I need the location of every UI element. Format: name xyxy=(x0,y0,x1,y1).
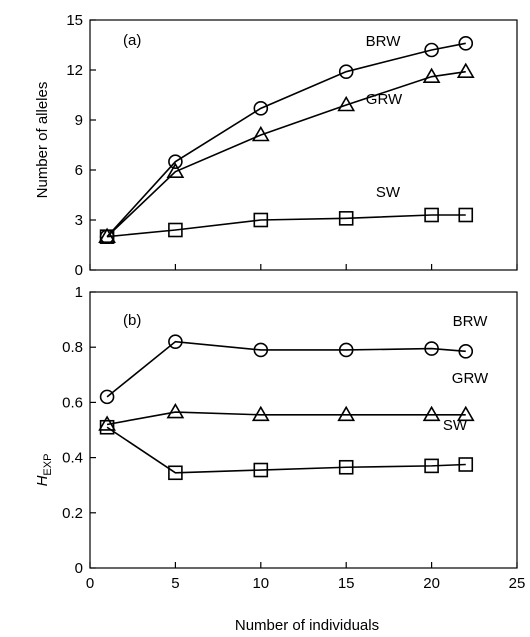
panel-a-line-grw xyxy=(106,70,466,238)
panel-b-point-brw xyxy=(253,342,269,358)
panel-a-point-sw xyxy=(253,212,269,228)
panel-b-label: (b) xyxy=(123,312,141,329)
panel-b-x-tick-label: 5 xyxy=(171,575,179,592)
panel-a-y-tick-label: 0 xyxy=(75,262,83,279)
panel-a-y-tick-label: 12 xyxy=(66,62,83,79)
panel-a-line-brw xyxy=(106,42,466,238)
panel-a-series-label-sw: SW xyxy=(376,184,401,201)
panel-b-x-tick-label: 0 xyxy=(86,575,94,592)
panel-b-point-grw xyxy=(98,415,116,431)
panel-b-series-label-sw: SW xyxy=(443,417,468,434)
panel-b-point-grw xyxy=(456,405,475,422)
panel-b-plot-frame xyxy=(89,291,518,569)
panel-a-y-tick-label: 9 xyxy=(75,112,83,129)
panel-a-point-grw xyxy=(337,95,356,112)
panel-b-point-brw xyxy=(458,344,474,359)
panel-a-y-tick-label: 15 xyxy=(66,12,83,29)
panel-a-line-sw xyxy=(107,214,466,238)
panel-b-point-sw xyxy=(458,457,474,472)
panel-b-series-label-brw: BRW xyxy=(453,313,489,330)
panel-a-point-grw xyxy=(422,67,441,83)
panel-b-y-tick-label: 0.2 xyxy=(62,505,83,522)
panel-a: (a) Number of alleles 0 3 6 9 12 15 BRW GRW SW xyxy=(34,12,518,279)
panel-a-point-sw xyxy=(458,207,474,223)
panel-b-x-tick-label: 15 xyxy=(338,575,355,592)
panel-a-y-axis-title: Number of alleles xyxy=(34,82,51,199)
panel-b-point-brw xyxy=(168,334,183,349)
panel-a-point-grw xyxy=(166,162,185,178)
panel-b-y-tick-label: 0.4 xyxy=(62,450,83,467)
panel-b-y-tick-label: 1 xyxy=(75,284,83,301)
panel-b-series-sw xyxy=(99,419,474,481)
panel-a-series-brw xyxy=(99,36,474,244)
panel-b-series-grw xyxy=(98,402,475,431)
panel-a-y-tick-label: 3 xyxy=(75,212,83,229)
panel-a-point-brw xyxy=(458,36,474,51)
panel-b-point-brw xyxy=(99,389,115,405)
panel-b-x-axis-title: Number of individuals xyxy=(235,617,379,634)
panel-b-point-grw xyxy=(422,405,441,422)
panel-a-y-tick-label: 6 xyxy=(75,162,83,179)
panel-b-point-grw xyxy=(251,405,270,422)
panel-b-point-brw xyxy=(338,342,354,358)
panel-b-point-sw xyxy=(99,419,115,435)
panel-a-series-sw xyxy=(99,207,474,244)
panel-b-y-tick-label: 0.6 xyxy=(62,394,83,411)
panel-a-point-grw xyxy=(251,125,270,142)
panel-b: (b) HEXP Number of individuals 0 0.2 0.4 0.… xyxy=(34,284,525,634)
panel-a-point-sw xyxy=(168,222,183,238)
panel-b-series-label-grw: GRW xyxy=(452,370,489,387)
panel-a-point-brw xyxy=(168,154,183,169)
panel-a-plot-frame xyxy=(89,19,518,271)
panel-a-point-sw xyxy=(99,229,115,244)
panel-a-point-sw xyxy=(424,207,439,223)
panel-b-line-grw xyxy=(106,411,466,426)
panel-b-y-axis-symbol: H xyxy=(34,475,51,486)
panel-b-y-axis-title: HEXP xyxy=(34,454,54,487)
panel-b-point-sw xyxy=(168,465,183,481)
panel-a-point-grw xyxy=(456,62,475,78)
panel-a-point-brw xyxy=(424,42,439,58)
panel-a-point-sw xyxy=(338,211,354,226)
panel-b-point-sw xyxy=(253,462,269,478)
panel-a-series-label-brw: BRW xyxy=(366,33,402,50)
panel-b-point-sw xyxy=(338,459,354,475)
panel-b-point-brw xyxy=(424,341,439,356)
panel-b-y-tick-label: 0 xyxy=(75,560,83,577)
panel-b-x-tick-label: 20 xyxy=(423,575,440,592)
panel-a-label: (a) xyxy=(123,32,141,49)
panel-b-y-axis-subscript: EXP xyxy=(42,454,54,476)
panel-b-series-brw xyxy=(99,334,474,405)
panel-b-line-sw xyxy=(106,426,466,474)
panel-b-x-tick-label: 10 xyxy=(252,575,269,592)
panel-a-point-brw xyxy=(338,64,354,79)
panel-b-point-sw xyxy=(424,458,439,474)
panel-a-series-label-grw: GRW xyxy=(366,91,403,108)
panel-b-line-brw xyxy=(106,340,466,398)
panel-b-x-tick-label: 25 xyxy=(509,575,526,592)
panel-b-point-grw xyxy=(337,405,356,422)
panel-b-y-tick-label: 0.8 xyxy=(62,339,83,356)
panel-a-point-brw xyxy=(253,101,269,116)
panel-b-point-grw xyxy=(166,402,185,419)
